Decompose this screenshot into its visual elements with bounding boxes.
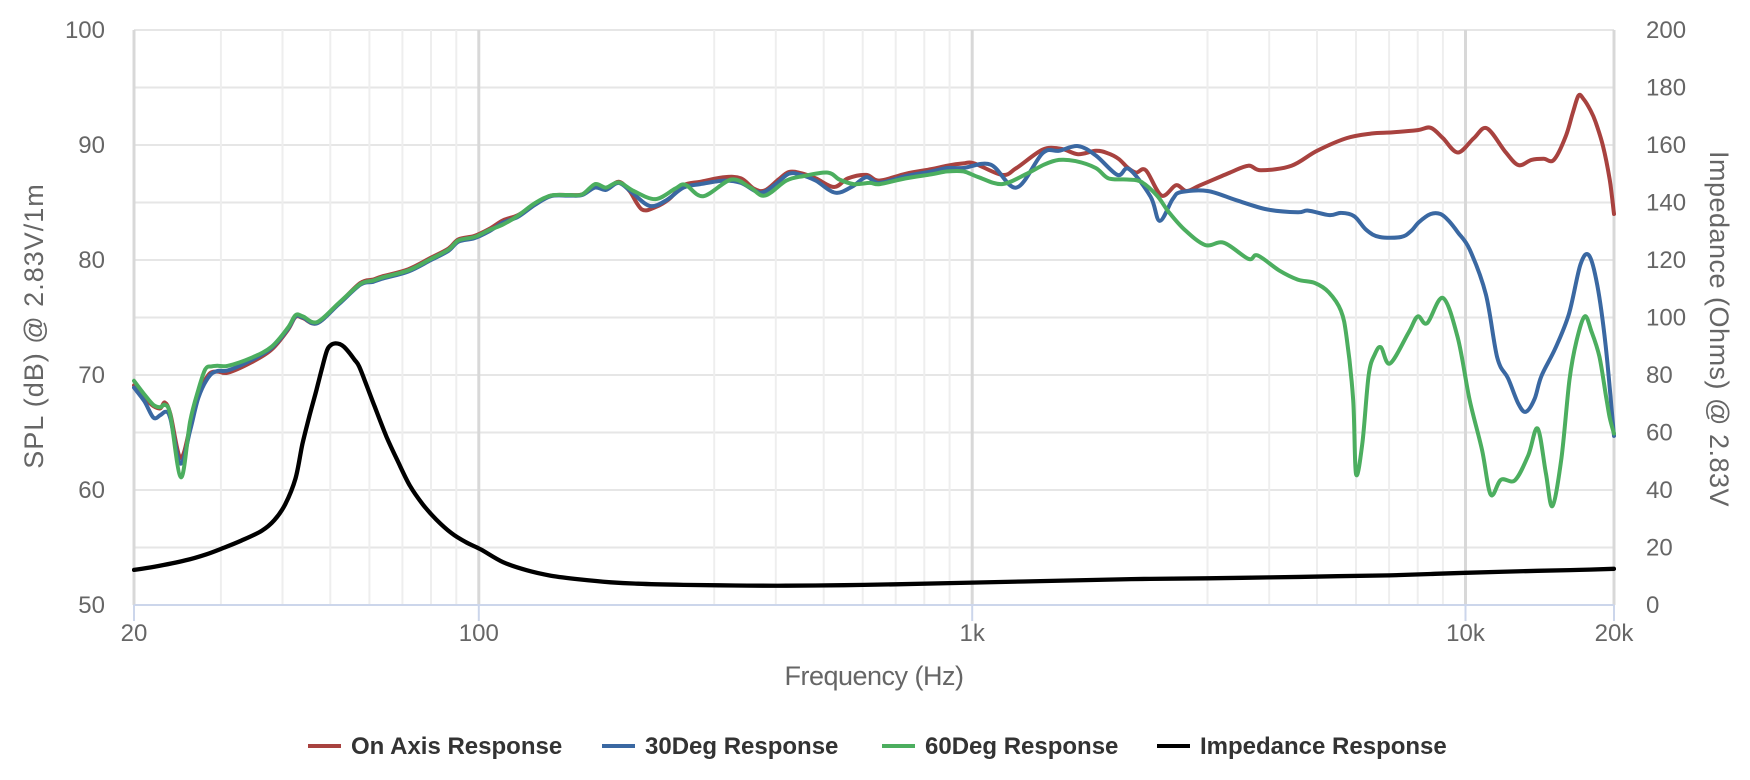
svg-text:20: 20: [121, 620, 148, 647]
svg-text:140: 140: [1646, 190, 1686, 217]
svg-text:90: 90: [78, 132, 105, 159]
svg-text:80: 80: [1646, 362, 1673, 389]
svg-text:200: 200: [1646, 17, 1686, 44]
svg-text:120: 120: [1646, 247, 1686, 274]
svg-text:80: 80: [78, 247, 105, 274]
svg-text:50: 50: [78, 592, 105, 619]
svg-text:Frequency (Hz): Frequency (Hz): [784, 661, 963, 691]
svg-text:0: 0: [1646, 592, 1659, 619]
svg-text:On Axis Response: On Axis Response: [351, 733, 562, 760]
svg-text:60: 60: [78, 477, 105, 504]
svg-text:60: 60: [1646, 420, 1673, 447]
svg-text:100: 100: [65, 17, 105, 44]
svg-text:100: 100: [1646, 305, 1686, 332]
svg-text:180: 180: [1646, 75, 1686, 102]
svg-text:40: 40: [1646, 477, 1673, 504]
svg-text:20: 20: [1646, 535, 1673, 562]
svg-text:160: 160: [1646, 132, 1686, 159]
svg-text:Impedance Response: Impedance Response: [1200, 733, 1447, 760]
svg-text:100: 100: [459, 620, 499, 647]
svg-text:SPL (dB) @ 2.83V/1m: SPL (dB) @ 2.83V/1m: [19, 183, 49, 469]
svg-text:Impedance (Ohms) @ 2.83V: Impedance (Ohms) @ 2.83V: [1704, 151, 1734, 507]
svg-text:60Deg Response: 60Deg Response: [925, 733, 1118, 760]
svg-text:1k: 1k: [960, 620, 986, 647]
svg-text:70: 70: [78, 362, 105, 389]
svg-text:20k: 20k: [1595, 620, 1635, 647]
svg-text:30Deg Response: 30Deg Response: [645, 733, 838, 760]
svg-text:10k: 10k: [1446, 620, 1486, 647]
